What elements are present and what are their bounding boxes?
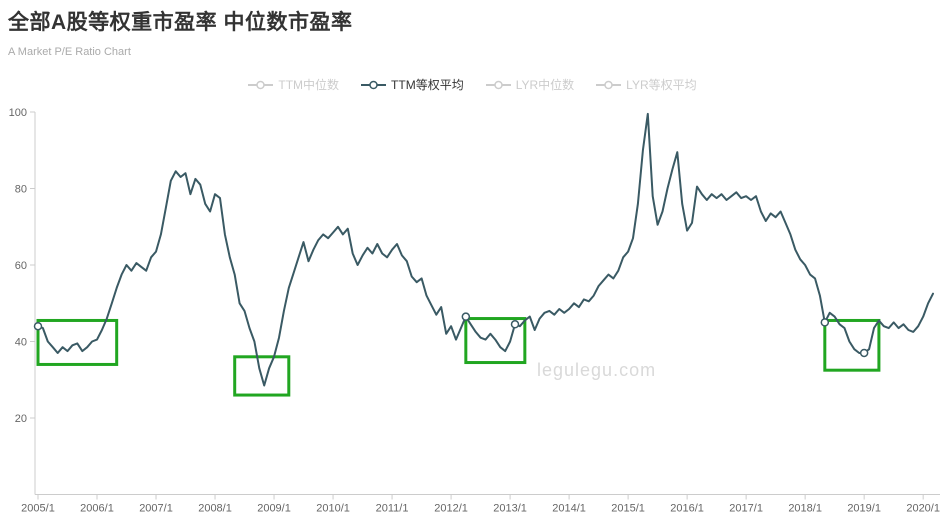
highlight-box (36, 318, 119, 366)
legend-item-label: TTM中位数 (278, 78, 340, 92)
series-line-ttm-equal-weight[interactable] (37, 112, 934, 387)
line-circle-icon (248, 80, 274, 90)
axes: 20 40 60 80 100 2005/1 2006/1 2007/1 2008/1 2009/… (9, 107, 940, 515)
legend-item-lyr-median[interactable]: LYR中位数 (485, 76, 575, 93)
series-markers (33, 312, 869, 358)
highlight-box (823, 318, 881, 372)
x-axis-tick-label: 2012/1 (434, 503, 468, 515)
highlight-boxes (36, 317, 881, 397)
page-subtitle: A Market P/E Ratio Chart (8, 46, 131, 58)
x-axis-tick-label: 2009/1 (257, 503, 291, 515)
x-axis-tick-label: 2018/1 (788, 503, 822, 515)
x-axis-tick-label: 2014/1 (552, 503, 586, 515)
highlight-box (233, 355, 291, 397)
legend-item-label: LYR中位数 (515, 78, 575, 92)
y-axis-tick-label: 100 (9, 107, 27, 119)
x-axis-tick-label: 2005/1 (21, 503, 55, 515)
chart-legend: TTM中位数 TTM等权平均 LYR中位数 LYR等权平均 (0, 76, 945, 93)
highlight-box (464, 317, 527, 365)
line-circle-icon (485, 80, 511, 90)
x-axis-tick-label: 2006/1 (80, 503, 114, 515)
x-axis-tick-label: 2008/1 (198, 503, 232, 515)
data-point-marker[interactable] (820, 318, 830, 327)
legend-item-label: LYR等权平均 (626, 78, 697, 92)
y-axis-tick-label: 20 (15, 413, 27, 425)
line-circle-icon (361, 80, 387, 90)
y-axis-tick-label: 40 (15, 337, 27, 349)
x-axis-tick-label: 2010/1 (316, 503, 350, 515)
x-axis-tick-label: 2020/1 (906, 503, 940, 515)
x-axis-tick-label: 2007/1 (139, 503, 173, 515)
page-title: 全部A股等权重市盈率 中位数市盈率 (8, 11, 353, 34)
y-axis-tick-label: 80 (15, 184, 27, 196)
x-axis-tick-label: 2017/1 (729, 503, 763, 515)
data-point-marker[interactable] (461, 312, 471, 321)
data-point-marker[interactable] (510, 320, 520, 329)
x-axis-tick-label: 2019/1 (847, 503, 881, 515)
legend-item-ttm-equal-weight[interactable]: TTM等权平均 (361, 76, 464, 93)
legend-item-lyr-equal-weight[interactable]: LYR等权平均 (596, 76, 697, 93)
x-axis-tick-label: 2016/1 (670, 503, 704, 515)
line-circle-icon (596, 80, 622, 90)
data-point-marker[interactable] (33, 321, 43, 331)
x-axis-tick-label: 2013/1 (493, 503, 527, 515)
pe-line-chart[interactable]: 20 40 60 80 100 2005/1 2006/1 2007/1 2008/1 2009/… (0, 103, 945, 518)
data-point-marker[interactable] (859, 348, 869, 358)
legend-item-ttm-median[interactable]: TTM中位数 (248, 76, 339, 93)
x-axis-tick-label: 2015/1 (611, 503, 645, 515)
y-axis-tick-label: 60 (15, 260, 27, 272)
legend-item-label: TTM等权平均 (391, 78, 464, 92)
x-axis-tick-label: 2011/1 (376, 503, 409, 515)
